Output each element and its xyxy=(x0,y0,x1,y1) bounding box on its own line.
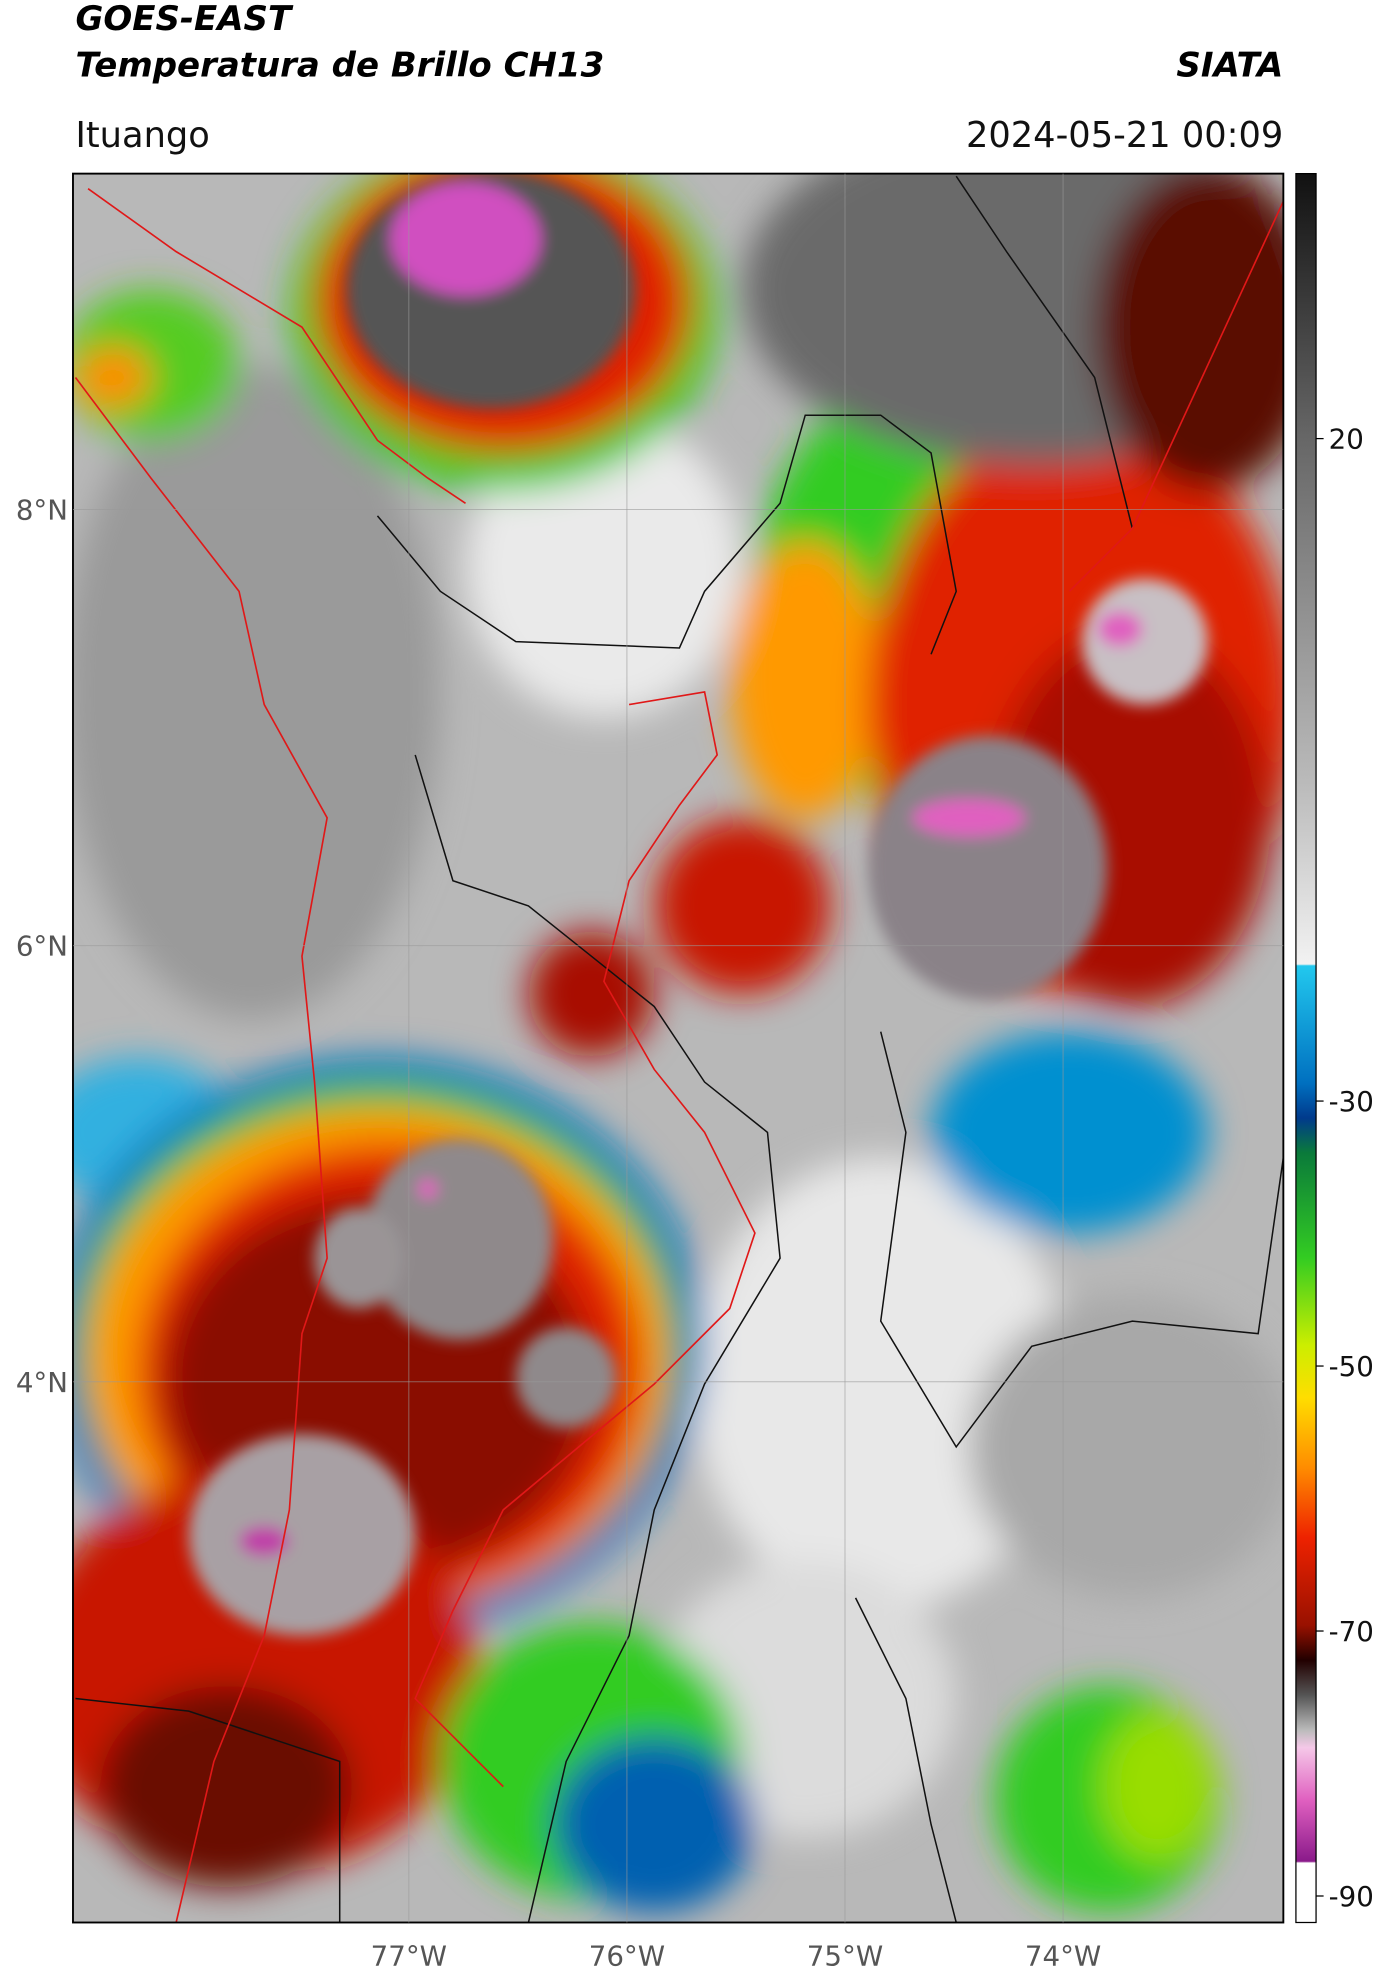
colorbar-tick-label: 20 xyxy=(1329,423,1364,456)
datetime: 2024-05-21 00:09 xyxy=(966,115,1283,156)
lon-label: 74°W xyxy=(1025,1939,1101,1972)
product-title: Temperatura de Brillo CH13 xyxy=(75,46,604,86)
lon-label: 77°W xyxy=(371,1939,447,1972)
satellite-image xyxy=(72,173,1284,1923)
lon-label: 76°W xyxy=(589,1939,665,1972)
lon-label: 75°W xyxy=(807,1939,883,1972)
lat-label: 4°N xyxy=(16,1366,68,1399)
colorbar-tick-label: -70 xyxy=(1329,1615,1374,1648)
location: Ituango xyxy=(75,115,209,156)
colorbar-tick-label: -90 xyxy=(1329,1880,1374,1913)
satellite-title: GOES-EAST xyxy=(75,0,293,39)
colorbar xyxy=(1295,172,1317,1924)
agency: SIATA xyxy=(1176,46,1283,86)
colorbar-tick-label: -50 xyxy=(1329,1350,1374,1383)
lat-label: 6°N xyxy=(16,930,68,963)
colorbar-tick-label: -30 xyxy=(1329,1085,1374,1118)
map-frame xyxy=(72,172,1285,1924)
lat-label: 8°N xyxy=(16,494,68,527)
